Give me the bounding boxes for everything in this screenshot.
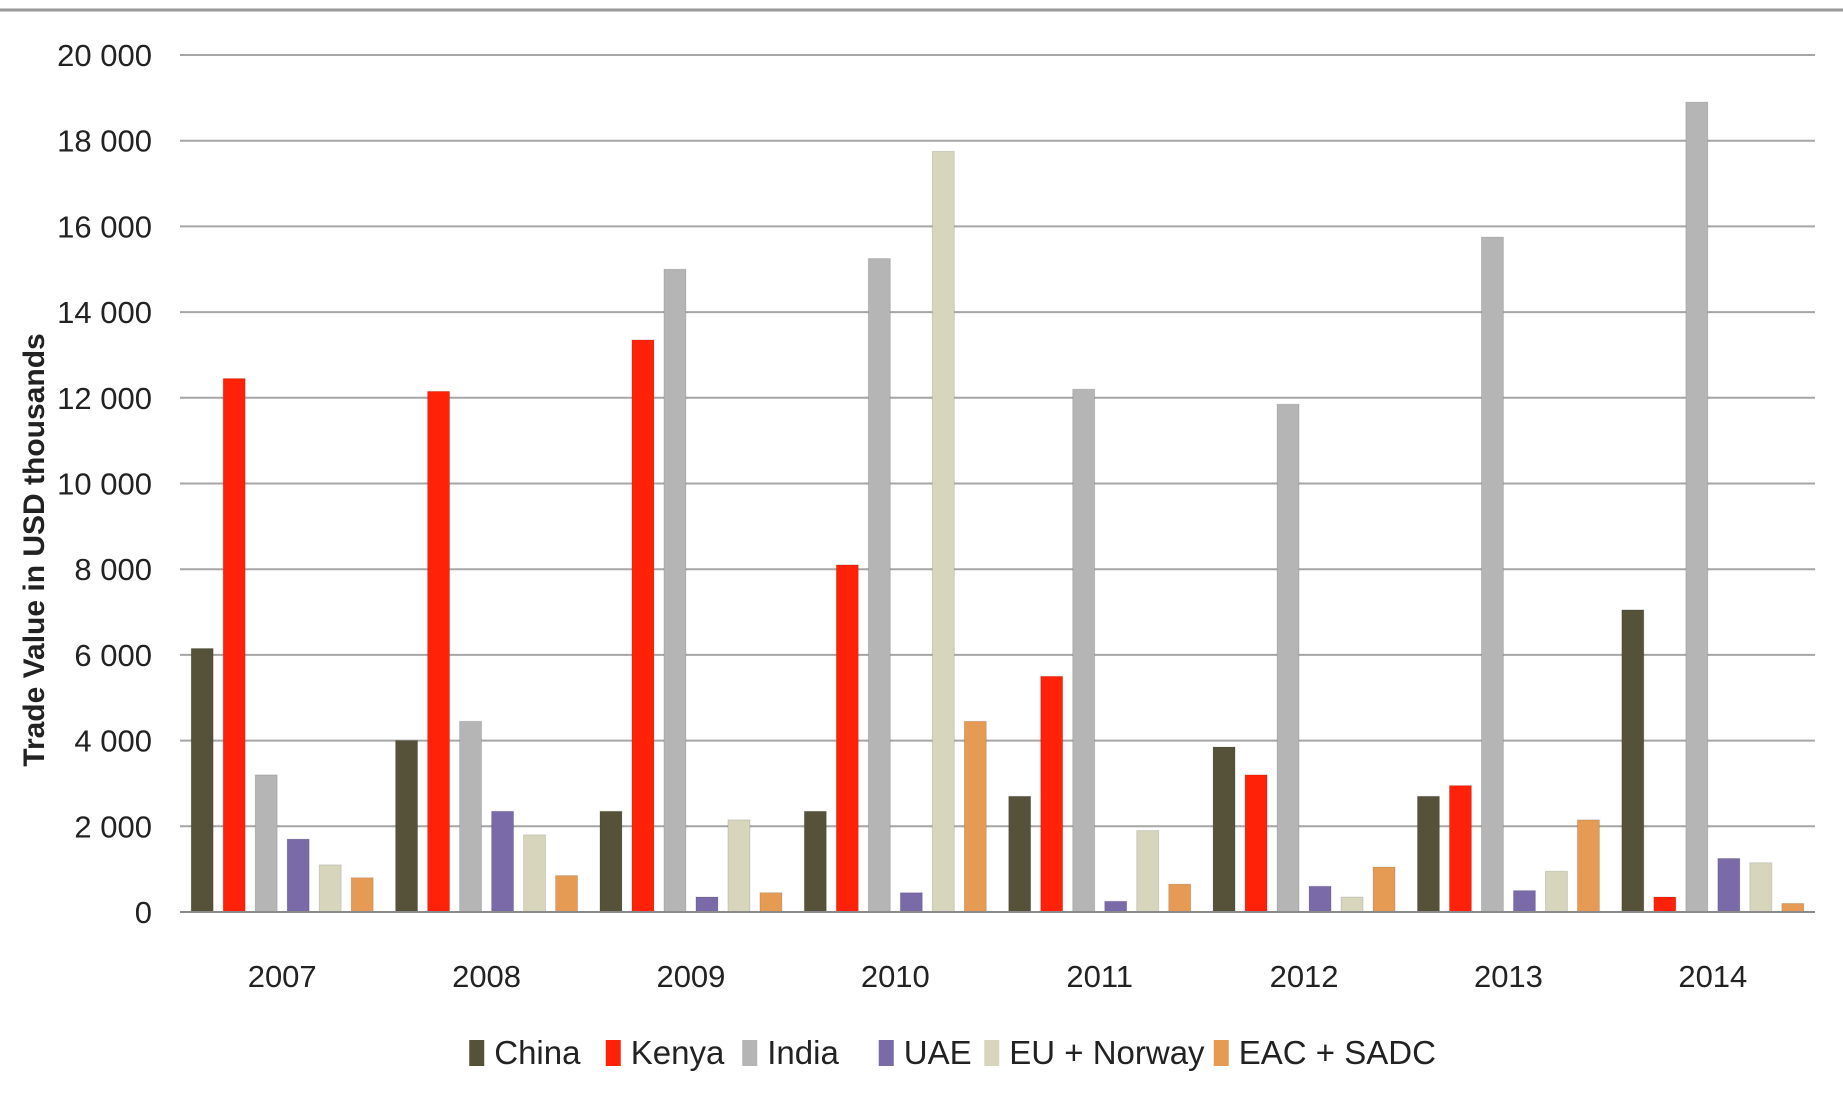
bar-india-2012 xyxy=(1276,403,1300,913)
bar-eac-sadc-2011 xyxy=(1168,883,1192,913)
x-tick-label: 2012 xyxy=(1270,959,1339,994)
x-tick-label: 2007 xyxy=(248,959,317,994)
bar-eu-norway-2008 xyxy=(523,834,547,913)
bar-india-2014 xyxy=(1685,101,1709,913)
bars xyxy=(190,101,1805,913)
bar-china-2011 xyxy=(1008,795,1032,913)
x-tick-label: 2013 xyxy=(1474,959,1543,994)
legend-swatch xyxy=(742,1040,758,1066)
bar-china-2012 xyxy=(1212,746,1236,913)
bar-eu-norway-2013 xyxy=(1544,870,1568,913)
y-tick-label: 14 000 xyxy=(57,295,152,330)
y-tick-label: 0 xyxy=(135,895,152,930)
bar-china-2009 xyxy=(599,810,623,913)
bar-uae-2011 xyxy=(1104,900,1128,913)
bar-china-2008 xyxy=(395,740,419,913)
bar-eac-sadc-2008 xyxy=(555,875,579,913)
bar-uae-2007 xyxy=(286,838,310,913)
bar-china-2007 xyxy=(190,647,214,913)
bar-eu-norway-2012 xyxy=(1340,896,1364,913)
y-tick-label: 2 000 xyxy=(74,809,152,844)
y-tick-label: 12 000 xyxy=(57,381,152,416)
legend-swatch xyxy=(878,1040,894,1066)
legend: China Kenya India UAE EU + Norway EAC + SADC xyxy=(469,1034,1436,1071)
y-tick-label: 16 000 xyxy=(57,209,152,244)
bar-eu-norway-2007 xyxy=(318,864,342,913)
legend-swatch xyxy=(605,1040,621,1066)
y-tick-label: 4 000 xyxy=(74,724,152,759)
bar-eac-sadc-2010 xyxy=(963,720,987,913)
bar-kenya-2008 xyxy=(427,390,451,913)
legend-label: India xyxy=(767,1034,839,1071)
bar-uae-2013 xyxy=(1512,890,1536,913)
x-tick-label: 2009 xyxy=(656,959,725,994)
legend-swatch xyxy=(469,1040,485,1066)
bar-india-2010 xyxy=(867,258,891,913)
bar-india-2013 xyxy=(1480,236,1504,913)
y-axis-tick-labels: 0 2 000 4 000 6 000 8 000 10 000 12 000 14 000 1… xyxy=(57,38,152,930)
bar-uae-2008 xyxy=(491,810,515,913)
y-tick-label: 6 000 xyxy=(74,638,152,673)
y-axis-label: Trade Value in USD thousands xyxy=(18,333,51,766)
bar-india-2007 xyxy=(254,774,278,913)
legend-swatch xyxy=(1213,1040,1229,1066)
bar-uae-2009 xyxy=(695,896,719,913)
legend-swatch xyxy=(984,1040,1000,1066)
bar-eu-norway-2010 xyxy=(931,150,955,913)
bar-kenya-2007 xyxy=(222,378,246,913)
bar-eac-sadc-2013 xyxy=(1576,819,1600,913)
bar-eac-sadc-2012 xyxy=(1372,866,1396,913)
bar-kenya-2013 xyxy=(1448,785,1472,913)
bar-india-2011 xyxy=(1072,388,1096,913)
bar-eac-sadc-2014 xyxy=(1781,902,1805,913)
bar-kenya-2011 xyxy=(1040,675,1064,913)
bar-kenya-2009 xyxy=(631,339,655,913)
bar-kenya-2014 xyxy=(1653,896,1677,913)
legend-label: EAC + SADC xyxy=(1239,1034,1436,1071)
bar-uae-2010 xyxy=(899,892,923,913)
bar-china-2013 xyxy=(1416,795,1440,913)
bar-kenya-2010 xyxy=(835,564,859,913)
x-tick-label: 2008 xyxy=(452,959,521,994)
legend-label: EU + Norway xyxy=(1009,1034,1205,1071)
x-tick-label: 2014 xyxy=(1678,959,1747,994)
bar-eu-norway-2011 xyxy=(1136,830,1160,913)
legend-label: Kenya xyxy=(631,1034,725,1071)
bar-india-2009 xyxy=(663,268,687,913)
x-tick-label: 2011 xyxy=(1066,959,1133,994)
bar-china-2014 xyxy=(1621,609,1645,913)
bar-eac-sadc-2007 xyxy=(350,877,374,913)
y-tick-label: 8 000 xyxy=(74,552,152,587)
x-tick-label: 2010 xyxy=(861,959,930,994)
gridlines xyxy=(180,54,1815,828)
bar-kenya-2012 xyxy=(1244,774,1268,913)
bar-india-2008 xyxy=(459,720,483,913)
y-tick-label: 18 000 xyxy=(57,124,152,159)
y-tick-label: 20 000 xyxy=(57,38,152,73)
bar-eu-norway-2014 xyxy=(1749,862,1773,913)
bar-eu-norway-2009 xyxy=(727,819,751,913)
bar-uae-2014 xyxy=(1717,857,1741,913)
y-tick-label: 10 000 xyxy=(57,467,152,502)
x-axis-tick-labels: 2007 2008 2009 2010 2011 2012 2013 2014 xyxy=(248,959,1748,994)
legend-label: China xyxy=(494,1034,581,1071)
legend-label: UAE xyxy=(904,1034,972,1071)
bar-eac-sadc-2009 xyxy=(759,892,783,913)
bar-china-2010 xyxy=(803,810,827,913)
bar-uae-2012 xyxy=(1308,885,1332,913)
